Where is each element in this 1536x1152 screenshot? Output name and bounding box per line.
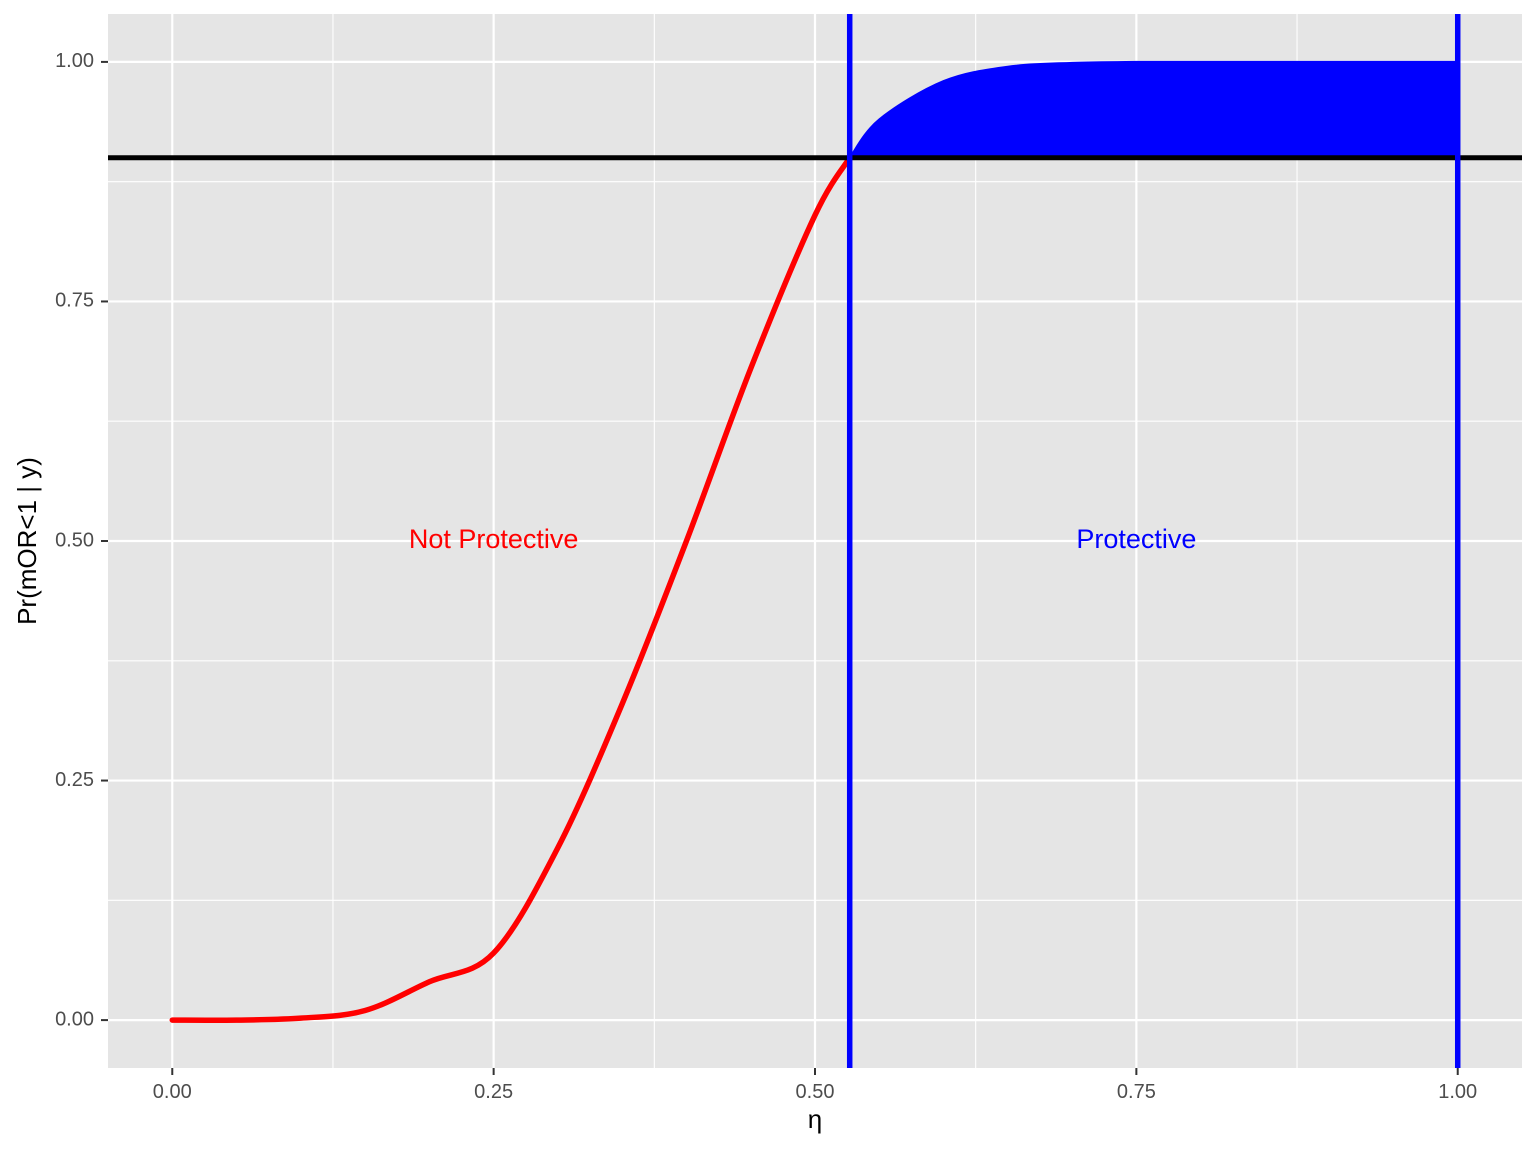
x-tick-label: 1.00 xyxy=(1438,1081,1477,1103)
x-axis-title: η xyxy=(808,1104,822,1134)
x-tick-label: 0.75 xyxy=(1117,1081,1156,1103)
y-axis-ticks: 0.00 0.25 0.50 0.75 1.00 xyxy=(55,50,108,1030)
y-tick-label: 0.00 xyxy=(55,1008,94,1030)
major-gridlines xyxy=(108,14,1522,1068)
x-tick-label: 0.25 xyxy=(474,1081,513,1103)
y-tick-label: 0.25 xyxy=(55,769,94,791)
annotation-protective: Protective xyxy=(1076,524,1196,554)
not-protective-curve xyxy=(169,154,853,1023)
x-tick-label: 0.00 xyxy=(153,1081,192,1103)
y-axis-title: Pr(mOR<1 | y) xyxy=(12,457,42,625)
y-tick-label: 0.50 xyxy=(55,529,94,551)
annotation-not-protective: Not Protective xyxy=(409,524,579,554)
x-axis-ticks: 0.00 0.25 0.50 0.75 1.00 xyxy=(153,1068,1477,1103)
x-tick-label: 0.50 xyxy=(796,1081,835,1103)
y-tick-label: 1.00 xyxy=(55,50,94,72)
protective-area xyxy=(847,60,1459,159)
y-tick-label: 0.75 xyxy=(55,290,94,312)
